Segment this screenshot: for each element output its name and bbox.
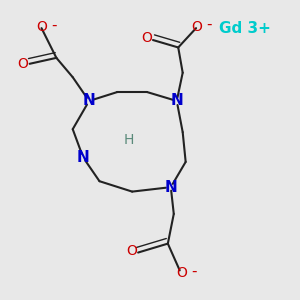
Text: O: O — [17, 57, 28, 71]
Text: N: N — [170, 94, 183, 109]
Text: O: O — [126, 244, 137, 258]
Text: H: H — [124, 133, 134, 147]
Text: -: - — [206, 17, 212, 32]
Text: O: O — [191, 20, 202, 34]
Text: O: O — [36, 20, 47, 34]
Text: O: O — [176, 266, 187, 280]
Text: -: - — [51, 18, 57, 33]
Text: O: O — [141, 31, 152, 45]
Text: N: N — [164, 180, 177, 195]
Text: -: - — [191, 264, 197, 279]
Text: N: N — [77, 150, 89, 165]
Text: N: N — [83, 94, 95, 109]
Text: Gd 3+: Gd 3+ — [219, 21, 271, 36]
